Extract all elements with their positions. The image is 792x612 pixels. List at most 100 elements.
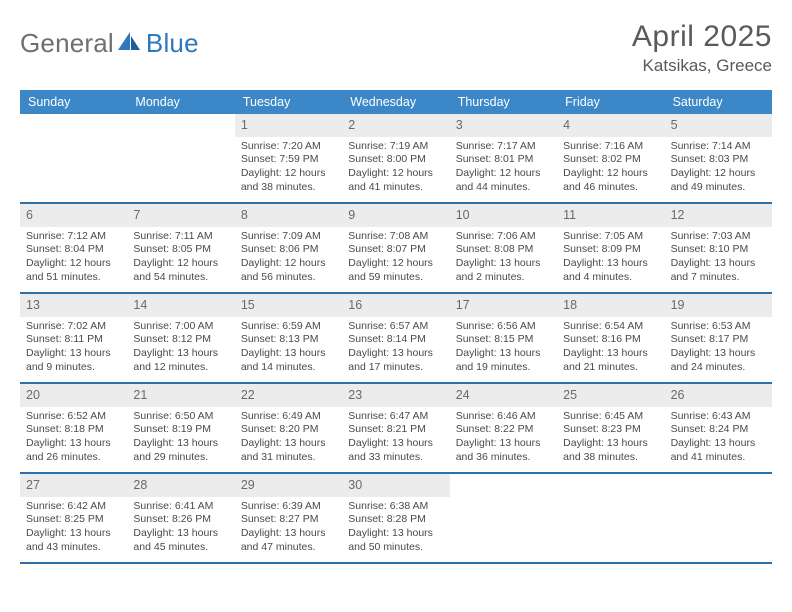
day-number: 9	[342, 204, 449, 227]
weekday-header-cell: Saturday	[665, 90, 772, 114]
daylight-line: Daylight: 13 hours and 17 minutes.	[348, 347, 443, 375]
daylight-line: Daylight: 13 hours and 4 minutes.	[563, 257, 658, 285]
sunset-line: Sunset: 8:13 PM	[241, 333, 336, 347]
sunset-line: Sunset: 8:01 PM	[456, 153, 551, 167]
daylight-line: Daylight: 13 hours and 43 minutes.	[26, 527, 121, 555]
day-number: 30	[342, 474, 449, 497]
daylight-line: Daylight: 13 hours and 19 minutes.	[456, 347, 551, 375]
sunrise-line: Sunrise: 6:57 AM	[348, 320, 443, 334]
day-number: 6	[20, 204, 127, 227]
page-subtitle: Katsikas, Greece	[632, 56, 772, 76]
daylight-line: Daylight: 13 hours and 9 minutes.	[26, 347, 121, 375]
sunset-line: Sunset: 8:18 PM	[26, 423, 121, 437]
day-number: 24	[450, 384, 557, 407]
daylight-line: Daylight: 13 hours and 21 minutes.	[563, 347, 658, 375]
sunset-line: Sunset: 8:14 PM	[348, 333, 443, 347]
sunrise-line: Sunrise: 7:19 AM	[348, 140, 443, 154]
brand-logo: General Blue	[20, 18, 199, 59]
weekday-header-cell: Friday	[557, 90, 664, 114]
calendar-day-cell: 21Sunrise: 6:50 AMSunset: 8:19 PMDayligh…	[127, 384, 234, 472]
weekday-header-cell: Sunday	[20, 90, 127, 114]
daylight-line: Daylight: 13 hours and 36 minutes.	[456, 437, 551, 465]
daylight-line: Daylight: 13 hours and 26 minutes.	[26, 437, 121, 465]
sunset-line: Sunset: 8:03 PM	[671, 153, 766, 167]
daylight-line: Daylight: 13 hours and 33 minutes.	[348, 437, 443, 465]
day-number: 5	[665, 114, 772, 137]
calendar-day-cell: 17Sunrise: 6:56 AMSunset: 8:15 PMDayligh…	[450, 294, 557, 382]
sunset-line: Sunset: 8:20 PM	[241, 423, 336, 437]
calendar-grid: 1Sunrise: 7:20 AMSunset: 7:59 PMDaylight…	[20, 114, 772, 564]
sunrise-line: Sunrise: 6:45 AM	[563, 410, 658, 424]
calendar-day-cell: 28Sunrise: 6:41 AMSunset: 8:26 PMDayligh…	[127, 474, 234, 562]
sunrise-line: Sunrise: 7:03 AM	[671, 230, 766, 244]
daylight-line: Daylight: 12 hours and 41 minutes.	[348, 167, 443, 195]
sunrise-line: Sunrise: 6:43 AM	[671, 410, 766, 424]
daylight-line: Daylight: 12 hours and 49 minutes.	[671, 167, 766, 195]
sunset-line: Sunset: 8:22 PM	[456, 423, 551, 437]
sunset-line: Sunset: 7:59 PM	[241, 153, 336, 167]
calendar-day-cell: 22 Sunrise: 6:49 AMSunset: 8:20 PMDayligh…	[235, 384, 342, 472]
sunset-line: Sunset: 8:24 PM	[671, 423, 766, 437]
day-number: 22	[235, 384, 342, 407]
sunrise-line: Sunrise: 6:59 AM	[241, 320, 336, 334]
day-number: 13	[20, 294, 127, 317]
weekday-header-cell: Thursday	[450, 90, 557, 114]
sunrise-line: Sunrise: 7:11 AM	[133, 230, 228, 244]
daylight-line: Daylight: 13 hours and 14 minutes.	[241, 347, 336, 375]
calendar-day-cell: 24Sunrise: 6:46 AMSunset: 8:22 PMDayligh…	[450, 384, 557, 472]
sunrise-line: Sunrise: 7:20 AM	[241, 140, 336, 154]
daylight-line: Daylight: 13 hours and 31 minutes.	[241, 437, 336, 465]
day-number: 28	[127, 474, 234, 497]
sunrise-line: Sunrise: 6:49 AM	[241, 410, 336, 424]
daylight-line: Daylight: 12 hours and 46 minutes.	[563, 167, 658, 195]
calendar-day-cell: 16 Sunrise: 6:57 AMSunset: 8:14 PMDayligh…	[342, 294, 449, 382]
sunset-line: Sunset: 8:21 PM	[348, 423, 443, 437]
daylight-line: Daylight: 12 hours and 38 minutes.	[241, 167, 336, 195]
calendar-day-cell: 8Sunrise: 7:09 AMSunset: 8:06 PMDaylight…	[235, 204, 342, 292]
daylight-line: Daylight: 13 hours and 2 minutes.	[456, 257, 551, 285]
page-header: General Blue April 2025 Katsikas, Greece	[20, 18, 772, 82]
calendar-day-cell: 2Sunrise: 7:19 AMSunset: 8:00 PMDaylight…	[342, 114, 449, 202]
day-number: 1	[235, 114, 342, 137]
daylight-line: Daylight: 13 hours and 50 minutes.	[348, 527, 443, 555]
calendar-day-cell: 25Sunrise: 6:45 AMSunset: 8:23 PMDayligh…	[557, 384, 664, 472]
calendar-day-cell: 23Sunrise: 6:47 AMSunset: 8:21 PMDayligh…	[342, 384, 449, 472]
sunset-line: Sunset: 8:07 PM	[348, 243, 443, 257]
day-number: 18	[557, 294, 664, 317]
weekday-header-cell: Wednesday	[342, 90, 449, 114]
title-block: April 2025 Katsikas, Greece	[632, 18, 772, 82]
day-number: 23	[342, 384, 449, 407]
page-title: April 2025	[632, 20, 772, 54]
sunrise-line: Sunrise: 6:54 AM	[563, 320, 658, 334]
sunset-line: Sunset: 8:02 PM	[563, 153, 658, 167]
sunrise-line: Sunrise: 6:39 AM	[241, 500, 336, 514]
sunrise-line: Sunrise: 7:09 AM	[241, 230, 336, 244]
day-number: 11	[557, 204, 664, 227]
day-number: 19	[665, 294, 772, 317]
day-number: 3	[450, 114, 557, 137]
day-number: 10	[450, 204, 557, 227]
daylight-line: Daylight: 12 hours and 54 minutes.	[133, 257, 228, 285]
weekday-header-row: SundayMondayTuesdayWednesdayThursdayFrid…	[20, 90, 772, 114]
day-number: 27	[20, 474, 127, 497]
weekday-header-cell: Tuesday	[235, 90, 342, 114]
sunset-line: Sunset: 8:26 PM	[133, 513, 228, 527]
calendar-day-cell: 13Sunrise: 7:02 AMSunset: 8:11 PMDayligh…	[20, 294, 127, 382]
calendar-day-cell: 5Sunrise: 7:14 AMSunset: 8:03 PMDaylight…	[665, 114, 772, 202]
sunset-line: Sunset: 8:27 PM	[241, 513, 336, 527]
sunset-line: Sunset: 8:09 PM	[563, 243, 658, 257]
brand-word-general: General	[20, 28, 114, 59]
day-number: 15	[235, 294, 342, 317]
sunset-line: Sunset: 8:08 PM	[456, 243, 551, 257]
daylight-line: Daylight: 12 hours and 44 minutes.	[456, 167, 551, 195]
calendar-day-cell: 12Sunrise: 7:03 AMSunset: 8:10 PMDayligh…	[665, 204, 772, 292]
sunrise-line: Sunrise: 6:56 AM	[456, 320, 551, 334]
calendar-day-cell: 30Sunrise: 6:38 AMSunset: 8:28 PMDayligh…	[342, 474, 449, 562]
sunset-line: Sunset: 8:04 PM	[26, 243, 121, 257]
sunrise-line: Sunrise: 7:06 AM	[456, 230, 551, 244]
day-number: 16	[342, 294, 449, 317]
calendar-day-cell: 3Sunrise: 7:17 AMSunset: 8:01 PMDaylight…	[450, 114, 557, 202]
weekday-header-cell: Monday	[127, 90, 234, 114]
sunset-line: Sunset: 8:05 PM	[133, 243, 228, 257]
sunset-line: Sunset: 8:19 PM	[133, 423, 228, 437]
